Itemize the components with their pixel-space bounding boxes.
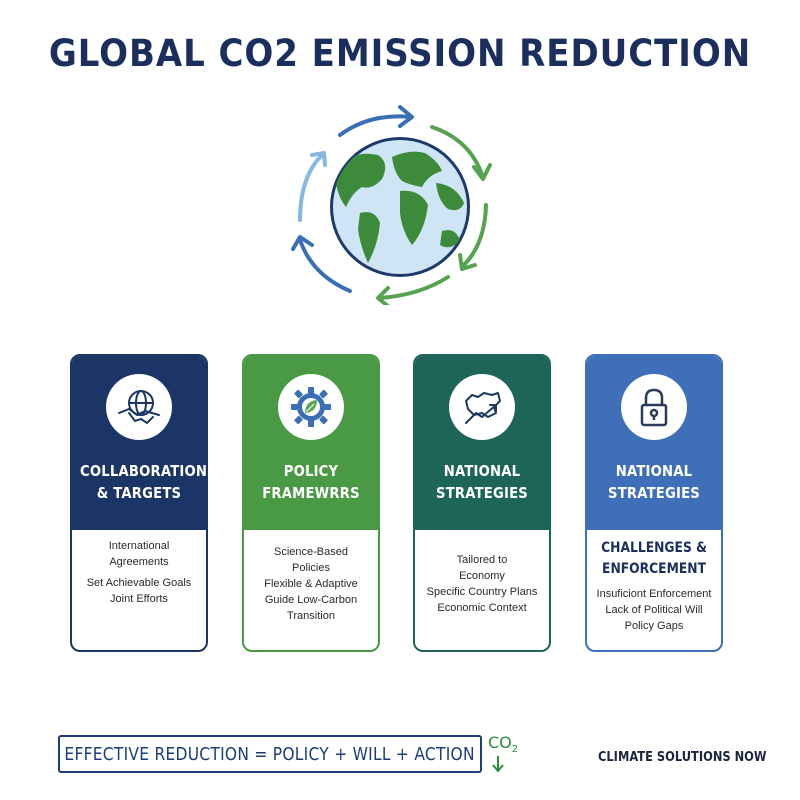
arrow-left-blue [298,238,352,293]
card-body: CHALLENGES & ENFORCEMENT Insuficiont Enf… [587,538,721,634]
formula-box: EFFECTIVE REDUCTION = POLICY + WILL + AC… [58,735,482,773]
card-body: Science-Based Policies Flexible & Adapti… [244,530,378,624]
card-national-strategies: NATIONAL STRATEGIES Tailored to Economy … [413,354,551,652]
card-header: NATIONAL STRATEGIES [415,356,549,530]
formula-text: EFFECTIVE REDUCTION = POLICY + WILL + AC… [64,743,476,765]
card-header: COLLABORATION & TARGETS [72,356,206,530]
co2-badge: CO2 [488,733,518,755]
card-text: Tailored to Economy Specific Country Pla… [426,554,538,614]
card-text: Set Achievable Goals Joint Efforts [86,577,192,605]
card-challenges: NATIONAL STRATEGIES CHALLENGES & ENFORCE… [585,354,723,652]
globe-cycle-diagram [291,105,492,305]
card-title: NATIONAL STRATEGIES [436,462,528,502]
arrow-bottom-green [378,275,450,300]
arrow-right-lower-green [460,203,488,269]
card-policy-frameworks: POLICY FRAMEWRRS Science-Based Policies … [242,354,380,652]
co2-subscript: 2 [511,744,519,756]
arrow-top-blue [338,114,412,137]
card-subheading: CHALLENGES & ENFORCEMENT [601,540,707,577]
handshake-globe-icon [106,374,172,440]
gear-leaf-icon [278,374,344,440]
card-header: NATIONAL STRATEGIES [587,356,721,530]
card-body: Tailored to Economy Specific Country Pla… [415,530,549,616]
card-title: COLLABORATION & TARGETS [80,462,208,502]
co2-text: CO [488,733,512,752]
card-text: International Agreements [108,540,170,568]
card-header: POLICY FRAMEWRRS [244,356,378,530]
card-collaboration: COLLABORATION & TARGETS International Ag… [70,354,208,652]
card-body: International Agreements Set Achievable … [72,530,206,607]
down-arrow-icon [492,756,504,773]
card-title: POLICY FRAMEWRRS [262,462,360,502]
card-title: NATIONAL STRATEGIES [608,462,700,502]
card-text: Insuficiont Enforcement Lack of Politica… [596,588,712,632]
footer-note: CLIMATE SOLUTIONS NOW [598,750,767,765]
map-growth-icon [449,374,515,440]
page-title: GLOBAL CO2 EMISSION REDUCTION [48,32,752,75]
arrow-left-light-blue [298,153,324,222]
card-text: Science-Based Policies Flexible & Adapti… [264,546,358,622]
padlock-icon [621,374,687,440]
arrow-right-green [430,125,484,177]
